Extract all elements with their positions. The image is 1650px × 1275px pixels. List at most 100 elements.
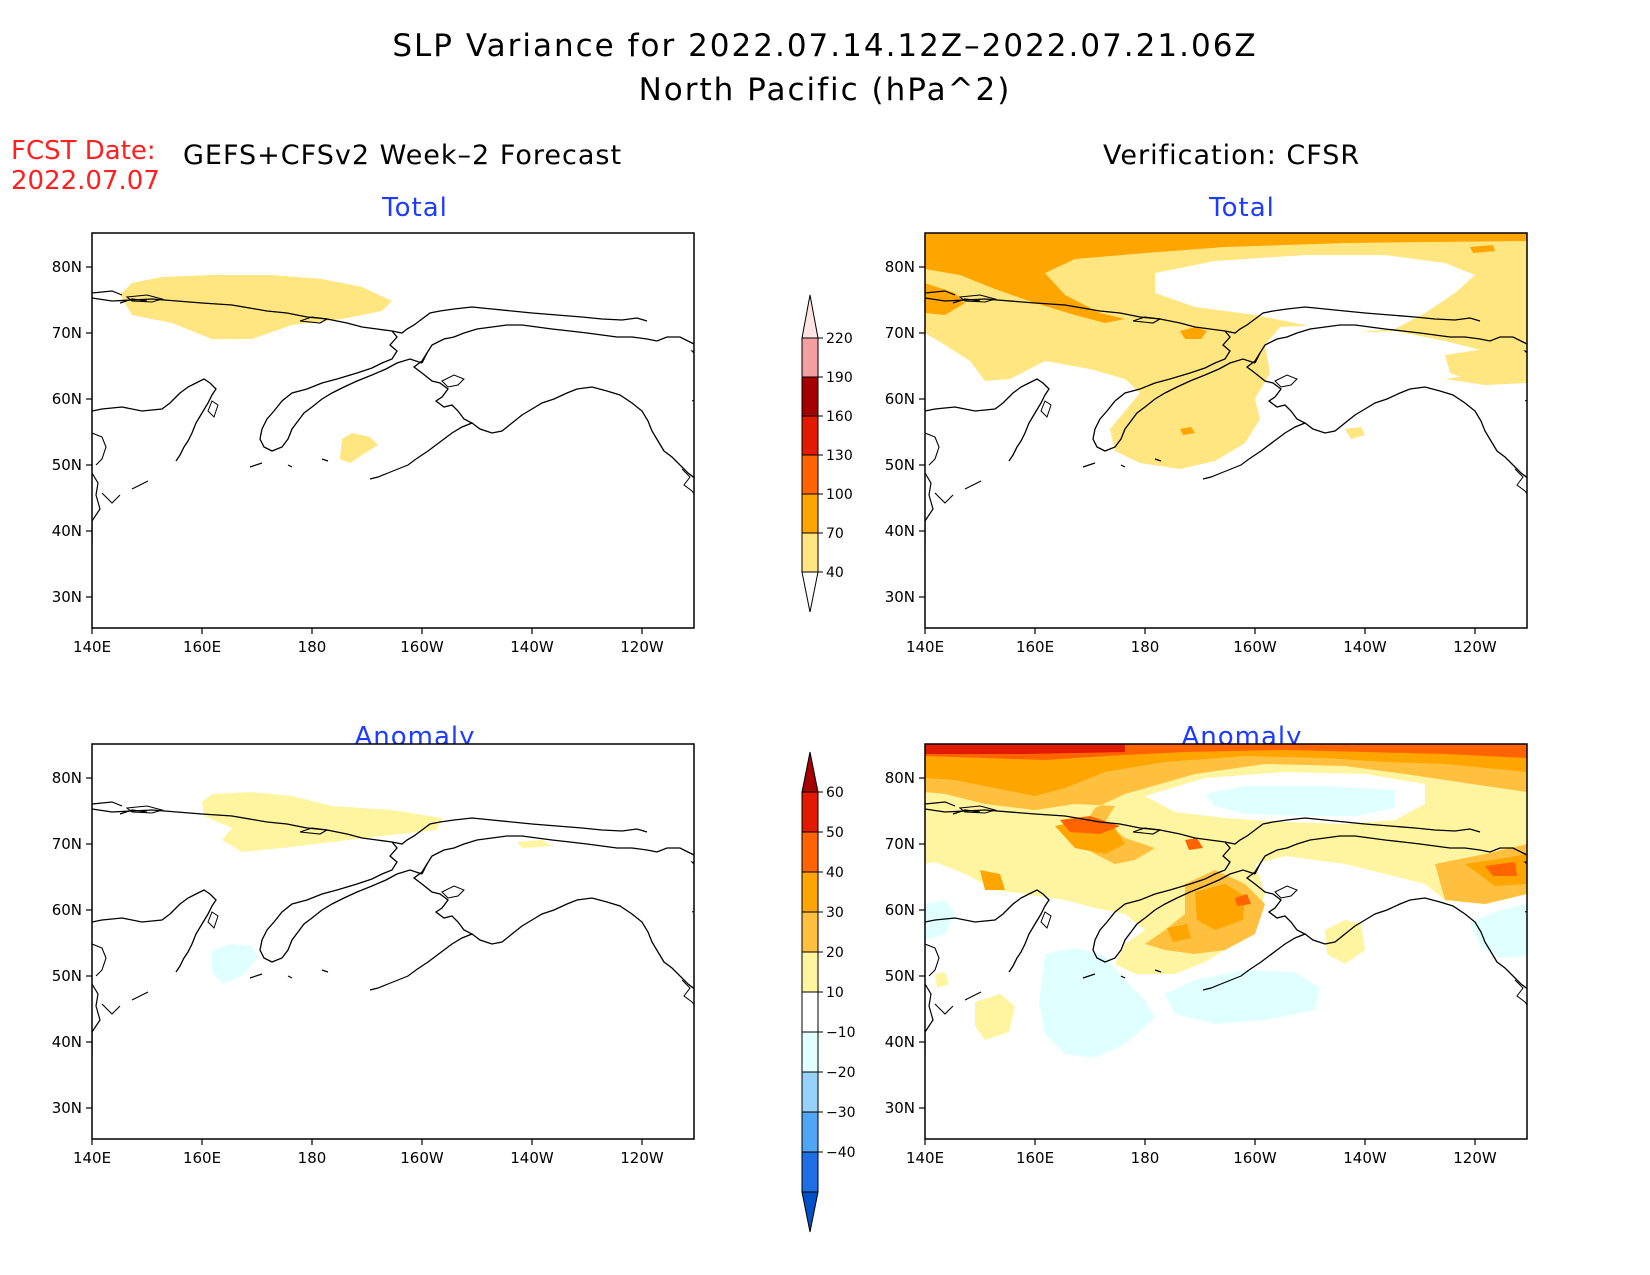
lon-tick-label: 140W <box>510 638 554 656</box>
colorbar-level-label: 20 <box>826 945 844 961</box>
lat-tick-label: 70N <box>52 835 82 853</box>
lon-tick-label: 160W <box>400 638 444 656</box>
lat-tick-label: 50N <box>885 967 915 985</box>
lat-tick-label: 70N <box>885 324 915 342</box>
forecast-header: GEFS+CFSv2 Week–2 Forecast <box>183 140 623 171</box>
map-frame <box>91 743 695 1140</box>
lon-tick-label: 180 <box>1131 638 1160 656</box>
shaded-region <box>1060 816 1120 834</box>
lat-tick-label: 30N <box>52 1099 82 1117</box>
colorbar-swatch <box>801 532 819 573</box>
lon-tick-label: 160E <box>183 1149 221 1167</box>
shaded-region <box>340 433 378 463</box>
colorbar-swatch <box>801 791 819 833</box>
map-panel-fcst_total: 140E 160E 180 160W 140W 120W 80N 70N 60N 50N 40N 30… <box>52 232 695 656</box>
lon-tick-label: 160E <box>1016 638 1054 656</box>
shaded-region <box>202 792 442 852</box>
colorbar-level-label: 70 <box>826 526 844 542</box>
colorbar-swatch <box>801 871 819 913</box>
shaded-region <box>1167 924 1191 942</box>
lat-tick-label: 80N <box>885 258 915 276</box>
shaded-region <box>1205 786 1395 816</box>
lat-tick-label: 30N <box>885 1099 915 1117</box>
lat-tick-label: 30N <box>52 588 82 606</box>
colorbar-anomaly: 60 50 40 30 20 10 −10 −20 −30 −40 <box>801 751 856 1233</box>
lat-tick-label: 50N <box>52 456 82 474</box>
lat-tick-label: 50N <box>52 967 82 985</box>
colorbar-level-label: 130 <box>826 448 853 464</box>
map-panel-fcst_anom: 140E 160E 180 160W 140W 120W 80N 70N 60N 50N 40N 30… <box>52 743 695 1167</box>
lat-tick-label: 80N <box>52 769 82 787</box>
colorbar-level-label: 10 <box>826 985 844 1001</box>
lon-tick-label: 160E <box>183 638 221 656</box>
lat-tick-label: 50N <box>885 456 915 474</box>
map-panel-verif_total: 140E 160E 180 160W 140W 120W 80N 70N 60N 50N 40N 30… <box>885 232 1528 656</box>
lon-tick-label: 180 <box>1131 1149 1160 1167</box>
lat-tick-label: 40N <box>52 522 82 540</box>
colorbar-swatch <box>801 991 819 1033</box>
map-frame <box>924 232 1528 629</box>
colorbar-level-label: 190 <box>826 370 853 386</box>
lat-tick-label: 40N <box>52 1033 82 1051</box>
fcst-date-block: FCST Date: 2022.07.07 <box>11 136 160 196</box>
main-subtitle: North Pacific (hPa^2) <box>638 72 1012 108</box>
colorbar-swatch <box>801 1151 819 1193</box>
lon-tick-label: 160W <box>1233 638 1277 656</box>
colorbar-swatch <box>801 454 819 495</box>
lon-tick-label: 140E <box>73 638 111 656</box>
colorbar-level-label: 40 <box>826 565 844 581</box>
colorbar-level-label: −30 <box>826 1105 856 1121</box>
lat-tick-label: 70N <box>52 324 82 342</box>
colorbar-swatch <box>801 376 819 417</box>
shaded-region <box>980 870 1005 890</box>
lon-tick-label: 160E <box>1016 1149 1054 1167</box>
colorbar-total: 40 70 100 130 160 190 220 <box>801 294 853 613</box>
colorbar-level-label: −20 <box>826 1065 856 1081</box>
lat-tick-label: 60N <box>885 390 915 408</box>
colorbar-swatch <box>801 831 819 873</box>
verif-total-label: Total <box>1209 193 1275 223</box>
lat-tick-label: 80N <box>885 769 915 787</box>
shaded-region <box>212 944 258 984</box>
colorbar-level-label: 160 <box>826 409 853 425</box>
colorbar-level-label: 220 <box>826 331 853 347</box>
lon-tick-label: 120W <box>1453 1149 1497 1167</box>
colorbar-level-label: 40 <box>826 865 844 881</box>
colorbar-level-label: 50 <box>826 825 844 841</box>
lon-tick-label: 180 <box>298 1149 327 1167</box>
shaded-region <box>1185 838 1203 850</box>
shaded-region <box>925 233 1527 323</box>
colorbar-level-label: −40 <box>826 1145 856 1161</box>
shaded-region <box>1235 894 1251 906</box>
shaded-region <box>935 972 949 988</box>
colorbar-level-label: 100 <box>826 487 853 503</box>
verification-header: Verification: CFSR <box>1103 140 1361 171</box>
colorbar-level-label: 30 <box>826 905 844 921</box>
lat-tick-label: 60N <box>52 901 82 919</box>
colorbar-swatch <box>801 911 819 953</box>
colorbar-swatch <box>801 951 819 993</box>
lat-tick-label: 60N <box>885 901 915 919</box>
lon-tick-label: 140W <box>1343 638 1387 656</box>
colorbar-swatch <box>801 751 819 793</box>
lon-tick-label: 160W <box>1233 1149 1277 1167</box>
lon-tick-label: 120W <box>620 1149 664 1167</box>
map-frame <box>91 232 695 629</box>
colorbar-swatch <box>801 493 819 534</box>
colorbar-swatch <box>801 1191 819 1233</box>
lon-tick-label: 140W <box>1343 1149 1387 1167</box>
colorbar-swatch <box>801 415 819 456</box>
map-panel-verif_anom: 140E 160E 180 160W 140W 120W 80N 70N 60N 50N 40N 30… <box>885 743 1528 1167</box>
colorbar-swatch <box>801 1031 819 1073</box>
shaded-region <box>1180 327 1207 339</box>
lat-tick-label: 40N <box>885 1033 915 1051</box>
main-title: SLP Variance for 2022.07.14.12Z–2022.07.… <box>392 28 1258 64</box>
lat-tick-label: 80N <box>52 258 82 276</box>
colorbar-swatch <box>801 294 819 339</box>
lat-tick-label: 70N <box>885 835 915 853</box>
shaded-region <box>1155 255 1475 333</box>
shaded-region <box>1485 862 1517 876</box>
lon-tick-label: 140E <box>906 638 944 656</box>
lon-tick-label: 160W <box>400 1149 444 1167</box>
